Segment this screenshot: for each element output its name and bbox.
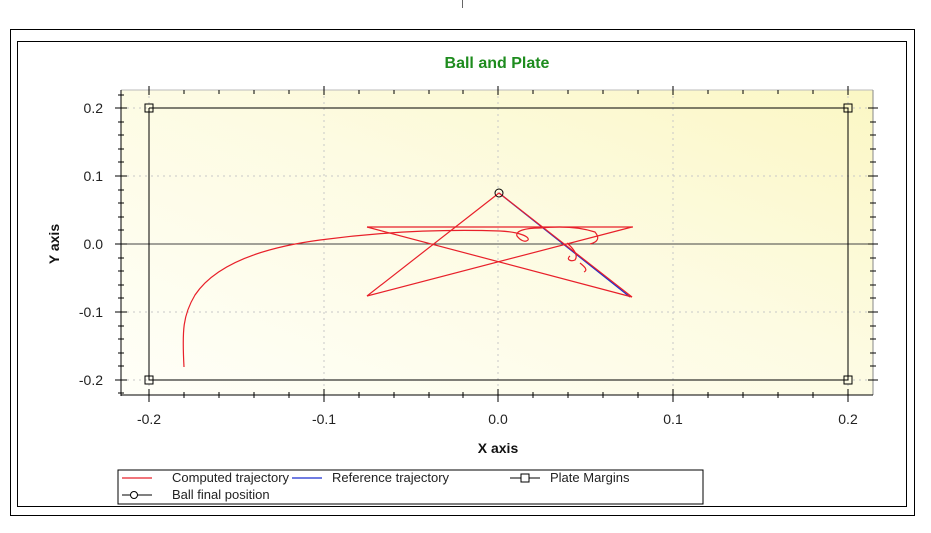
- x-axis-label: X axis: [478, 440, 519, 456]
- circle-marker-icon: [130, 491, 138, 499]
- chart-outer-frame: [10, 29, 915, 516]
- x-tick-label: -0.1: [312, 411, 336, 427]
- square-marker: [843, 103, 853, 113]
- x-tick-label: 0.2: [838, 411, 858, 427]
- computed-trajectory-series: [182, 192, 633, 368]
- y-tick-label: 0.0: [84, 236, 104, 252]
- y-tick-label: 0.1: [84, 168, 104, 184]
- legend-item: Reference trajectory: [332, 470, 450, 485]
- y-tick-label: -0.1: [79, 304, 103, 320]
- chart-title: Ball and Plate: [445, 55, 550, 72]
- square-marker: [843, 375, 853, 385]
- square-marker: [144, 375, 154, 385]
- legend-item: Ball final position: [172, 487, 270, 502]
- y-ticks: [115, 94, 878, 394]
- x-tick-label: 0.1: [663, 411, 683, 427]
- chart-inner-frame: [17, 41, 907, 507]
- x-ticks: [148, 86, 849, 402]
- square-marker: [144, 103, 154, 113]
- top-marker: [462, 0, 463, 8]
- plate-margins-series: [144, 103, 853, 385]
- plot-area: [121, 90, 873, 395]
- legend-item: Plate Margins: [550, 470, 630, 485]
- y-tick-label: -0.2: [79, 372, 103, 388]
- y-tick-label: 0.2: [84, 100, 104, 116]
- x-tick-label: 0.0: [488, 411, 508, 427]
- x-tick-label: -0.2: [137, 411, 161, 427]
- square-marker-icon: [520, 473, 530, 483]
- y-axis-label: Y axis: [46, 224, 62, 264]
- ball-final-position-marker: [494, 188, 504, 198]
- legend-item: Computed trajectory: [172, 470, 290, 485]
- legend: Computed trajectory Reference trajectory…: [117, 469, 704, 505]
